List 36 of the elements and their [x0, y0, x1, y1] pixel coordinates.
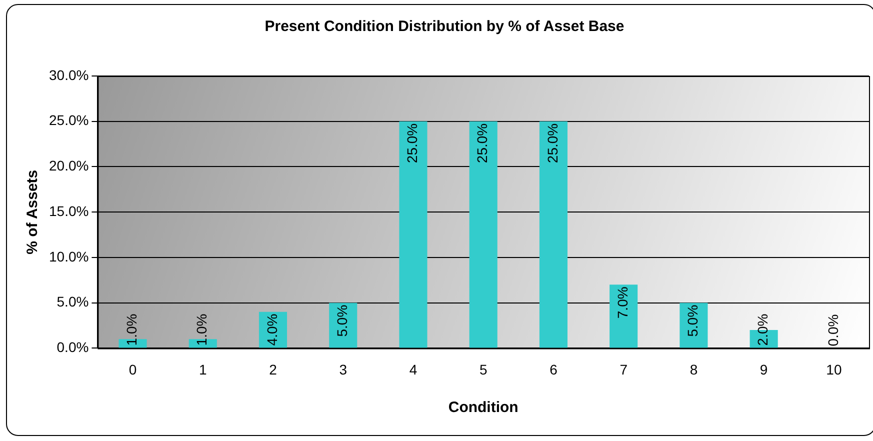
bar — [469, 121, 498, 348]
data-label: 25.0% — [474, 123, 490, 164]
bar — [539, 121, 568, 348]
x-tick-label: 0 — [128, 361, 137, 378]
x-tick-label: 5 — [479, 361, 488, 378]
data-label: 2.0% — [754, 314, 771, 346]
x-tick-label: 3 — [339, 361, 348, 378]
bar — [610, 284, 638, 348]
y-axis-title: % of Assets — [24, 170, 42, 254]
x-tick-label: 8 — [690, 361, 698, 378]
y-tick-label: 20.0% — [48, 158, 89, 174]
y-tick-label: 30.0% — [48, 66, 89, 83]
y-tick-label: 0.0% — [56, 339, 89, 356]
x-tick-label: 10 — [826, 361, 842, 378]
data-label: 1.0% — [124, 314, 140, 346]
x-axis-title: Condition — [448, 399, 518, 416]
y-tick-label: 10.0% — [48, 248, 89, 264]
data-label: 5.0% — [684, 304, 701, 337]
data-label: 25.0% — [544, 123, 560, 164]
y-tick-label: 15.0% — [48, 202, 89, 219]
y-tick-label: 5.0% — [56, 294, 89, 310]
x-tick-label: 1 — [198, 361, 207, 378]
data-label: 5.0% — [334, 304, 350, 337]
data-label: 7.0% — [614, 286, 630, 319]
data-label: 0.0% — [824, 314, 841, 346]
chart-title: Present Condition Distribution by % of Asset Base — [264, 18, 624, 36]
x-tick-label: 6 — [550, 361, 558, 378]
x-tick-label: 7 — [620, 361, 628, 378]
bar — [399, 121, 428, 348]
data-label: 25.0% — [404, 123, 420, 164]
data-label: 1.0% — [194, 314, 210, 346]
y-tick-label: 25.0% — [48, 112, 89, 128]
x-tick-label: 2 — [269, 361, 278, 378]
data-label: 4.0% — [264, 314, 280, 346]
x-tick-label: 9 — [760, 361, 768, 378]
x-tick-label: 4 — [409, 361, 418, 378]
